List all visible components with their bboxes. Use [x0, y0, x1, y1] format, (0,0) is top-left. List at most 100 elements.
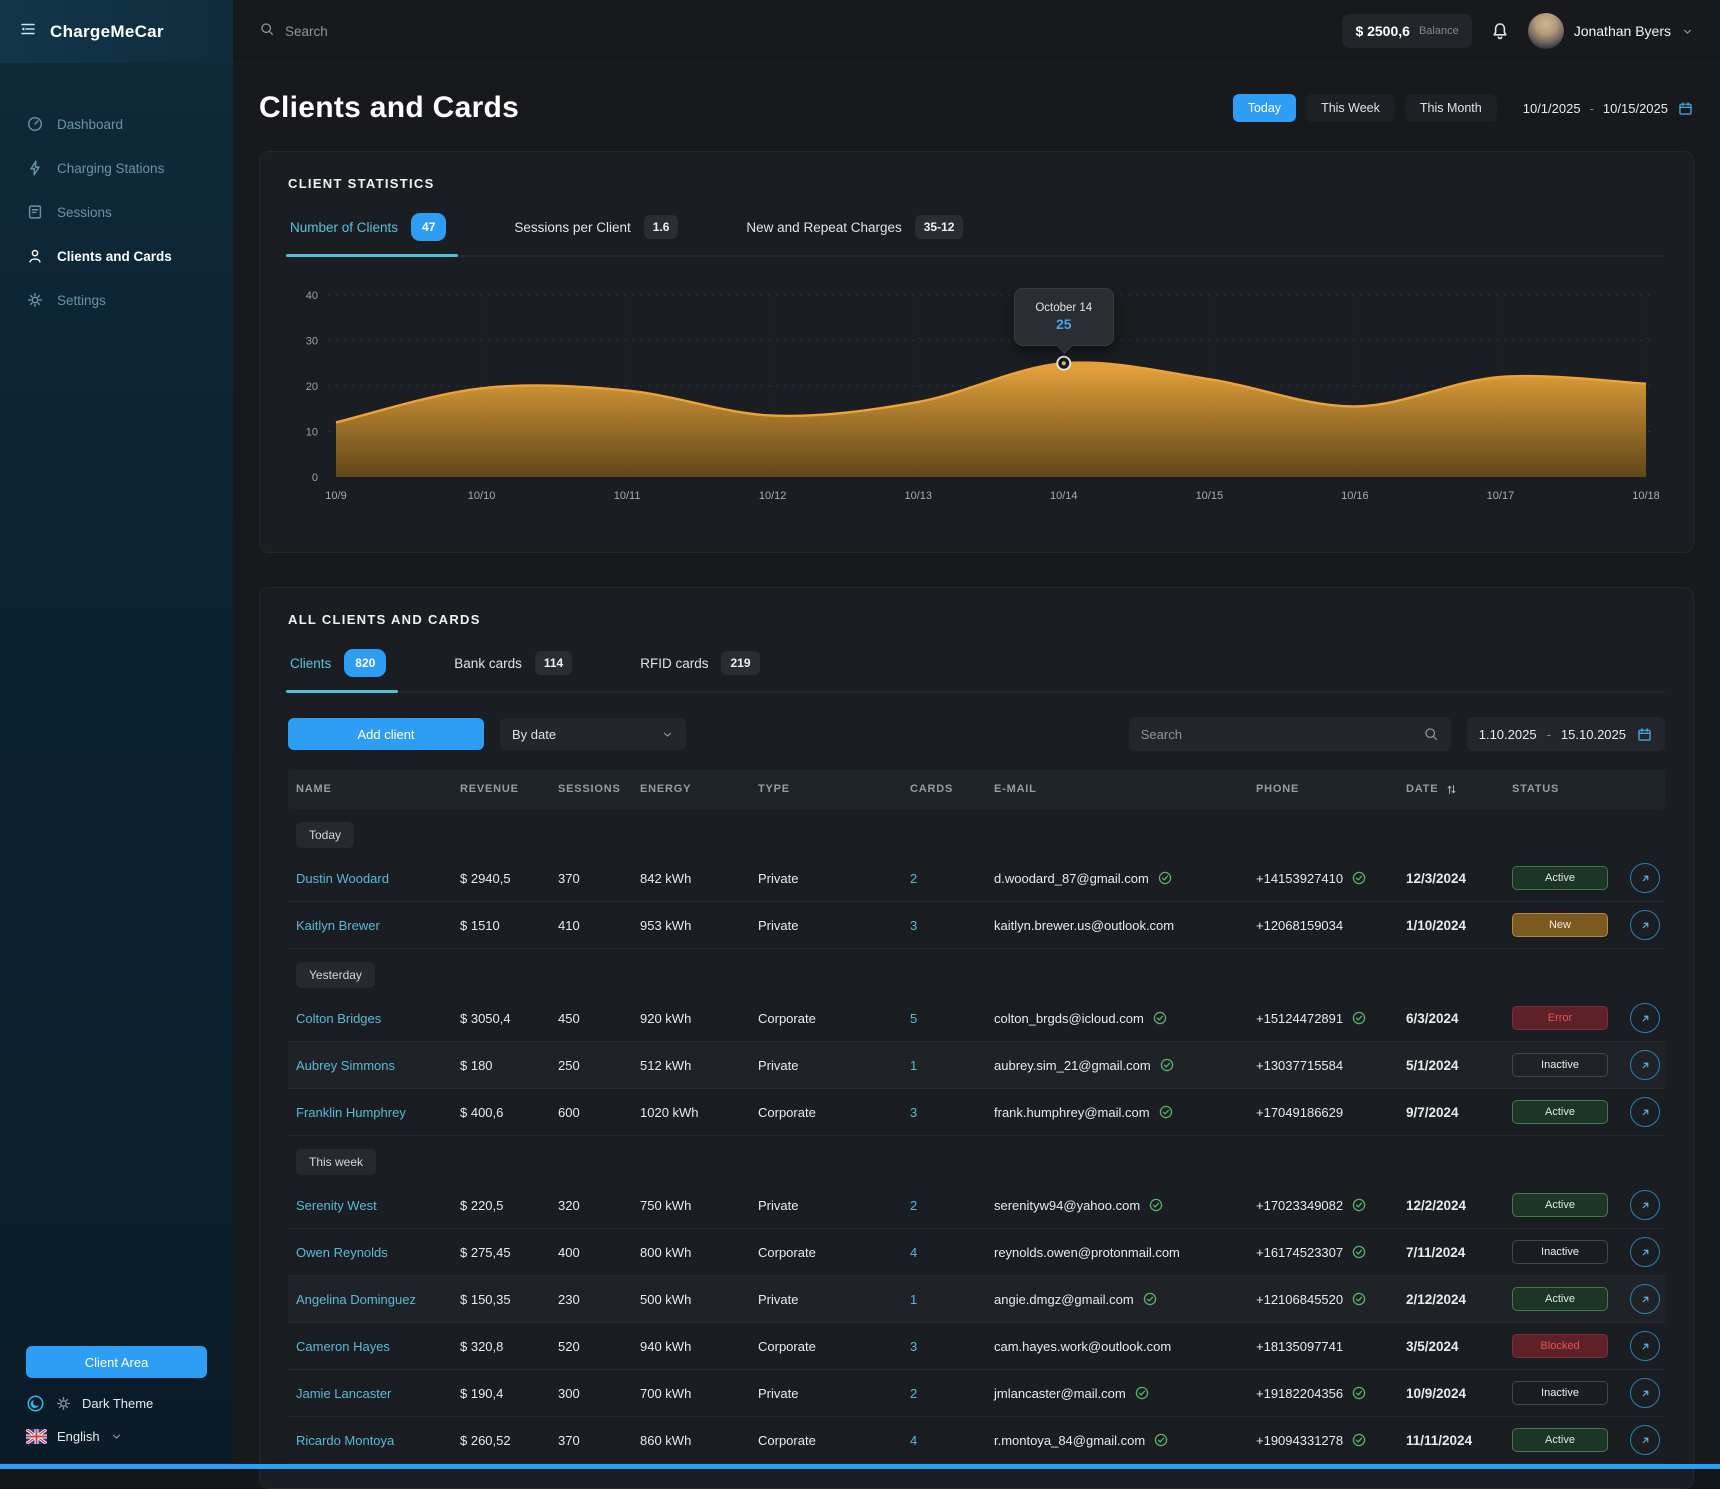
sidebar-item-sessions[interactable]: Sessions — [14, 193, 219, 231]
open-client-button[interactable] — [1630, 1425, 1660, 1455]
table-search — [1128, 717, 1451, 751]
open-client-button[interactable] — [1630, 863, 1660, 893]
cards-count-link[interactable]: 2 — [910, 870, 918, 886]
check-circle-icon — [1351, 1197, 1367, 1213]
column-header-label: CARDS — [910, 783, 954, 795]
sidebar-item-settings[interactable]: Settings — [14, 281, 219, 319]
date-cell: 10/9/2024 — [1406, 1385, 1467, 1401]
open-client-button[interactable] — [1630, 910, 1660, 940]
sidebar-item-clients-and-cards[interactable]: Clients and Cards — [14, 237, 219, 275]
svg-text:10/17: 10/17 — [1487, 490, 1515, 502]
client-name-link[interactable]: Angelina Dominguez — [296, 1291, 416, 1307]
period-chip-this-week[interactable]: This Week — [1306, 94, 1395, 122]
open-cell — [1630, 1190, 1675, 1220]
stats-tab-sessions-per-client[interactable]: Sessions per Client 1.6 — [512, 211, 680, 255]
period-controls: Today This Week This Month 10/1/2025 - 10/… — [1232, 94, 1694, 122]
open-client-button[interactable] — [1630, 1190, 1660, 1220]
revenue-cell: $ 150,35 — [460, 1291, 511, 1307]
hamburger-menu-icon[interactable] — [18, 19, 38, 44]
clients-tab-bank-cards[interactable]: Bank cards 114 — [452, 647, 574, 691]
status-cell: Active — [1512, 1193, 1630, 1217]
client-name-link[interactable]: Ricardo Montoya — [296, 1432, 395, 1448]
sessions-cell: 250 — [558, 1057, 580, 1073]
clients-tab-clients[interactable]: Clients 820 — [285, 647, 399, 693]
check-circle-icon — [1152, 1010, 1168, 1026]
sidebar-item-dashboard[interactable]: Dashboard — [14, 105, 219, 143]
open-client-button[interactable] — [1630, 1284, 1660, 1314]
clients-tab-rfid-cards[interactable]: RFID cards 219 — [638, 647, 761, 691]
open-client-button[interactable] — [1630, 1378, 1660, 1408]
sort-icon[interactable] — [1445, 783, 1458, 796]
sidebar-item-charging-stations[interactable]: Charging Stations — [14, 149, 219, 187]
svg-text:10/12: 10/12 — [759, 490, 787, 502]
calendar-icon[interactable] — [1677, 100, 1694, 117]
client-name-link[interactable]: Serenity West — [296, 1197, 377, 1213]
check-circle-icon — [1134, 1385, 1150, 1401]
global-search-input[interactable] — [285, 23, 705, 39]
cards-count-link[interactable]: 1 — [910, 1057, 918, 1073]
notifications-button[interactable] — [1490, 21, 1510, 41]
client-name-link[interactable]: Dustin Woodard — [296, 870, 389, 886]
revenue-cell: $ 275,45 — [460, 1244, 511, 1260]
stats-tab-new-and-repeat-charges[interactable]: New and Repeat Charges 35-12 — [744, 211, 965, 255]
date-cell: 7/11/2024 — [1406, 1244, 1466, 1260]
cards-count-link[interactable]: 4 — [910, 1432, 918, 1448]
email-cell: aubrey.sim_21@gmail.com — [994, 1057, 1256, 1073]
open-client-button[interactable] — [1630, 1237, 1660, 1267]
phone-text: +17023349082 — [1256, 1197, 1344, 1213]
user-menu[interactable]: Jonathan Byers — [1527, 13, 1694, 49]
open-cell — [1630, 1003, 1675, 1033]
date-cell: 11/11/2024 — [1406, 1432, 1473, 1448]
language-selector[interactable]: English — [26, 1429, 207, 1444]
phone-cell: +19182204356 — [1256, 1385, 1406, 1401]
open-client-button[interactable] — [1630, 1331, 1660, 1361]
client-name-link[interactable]: Cameron Hayes — [296, 1338, 390, 1354]
theme-toggle[interactable]: Dark Theme — [26, 1394, 207, 1413]
tab-label: Clients — [290, 655, 332, 671]
page-date-range[interactable]: 10/1/2025 - 10/15/2025 — [1523, 100, 1694, 117]
stats-tab-number-of-clients[interactable]: Number of Clients 47 — [285, 211, 459, 257]
tooltip-date: October 14 — [1035, 302, 1093, 315]
client-name-link[interactable]: Colton Bridges — [296, 1010, 382, 1026]
check-circle-icon — [1153, 1432, 1169, 1448]
date-cell: 12/2/2024 — [1406, 1197, 1467, 1213]
client-area-button[interactable]: Client Area — [26, 1346, 207, 1378]
open-client-button[interactable] — [1630, 1097, 1660, 1127]
cards-count-link[interactable]: 4 — [910, 1244, 918, 1260]
table-date-range[interactable]: 1.10.2025 - 15.10.2025 — [1466, 717, 1665, 751]
client-name-link[interactable]: Owen Reynolds — [296, 1244, 388, 1260]
search-icon[interactable] — [1423, 726, 1439, 742]
cards-count-link[interactable]: 1 — [910, 1291, 918, 1307]
cards-count-link[interactable]: 2 — [910, 1197, 918, 1213]
cards-count-link[interactable]: 3 — [910, 917, 918, 933]
svg-text:0: 0 — [312, 472, 318, 484]
add-client-button[interactable]: Add client — [288, 718, 484, 750]
sort-dropdown[interactable]: By date — [500, 718, 686, 750]
client-name-link[interactable]: Kaitlyn Brewer — [296, 917, 380, 933]
client-name-link[interactable]: Jamie Lancaster — [296, 1385, 392, 1401]
sessions-icon — [26, 203, 44, 221]
calendar-icon[interactable] — [1636, 726, 1653, 743]
status-badge: Active — [1512, 1100, 1608, 1124]
sidebar-nav: Dashboard Charging Stations Sessions Client… — [0, 105, 233, 319]
table-row: Ricardo Montoya $ 260,52 370 860 kWh Corpora… — [288, 1417, 1665, 1464]
open-client-button[interactable] — [1630, 1050, 1660, 1080]
phone-text: +12068159034 — [1256, 917, 1344, 933]
status-badge: Active — [1512, 1193, 1608, 1217]
client-name-link[interactable]: Aubrey Simmons — [296, 1057, 395, 1073]
table-search-input[interactable] — [1140, 726, 1415, 742]
topbar: $ 2500,6 Balance Jonathan Byers — [233, 0, 1720, 63]
status-badge: Blocked — [1512, 1334, 1608, 1358]
client-name-link[interactable]: Franklin Humphrey — [296, 1104, 406, 1120]
open-client-button[interactable] — [1630, 1003, 1660, 1033]
cards-count-link[interactable]: 3 — [910, 1338, 918, 1354]
group-row: Yesterday — [288, 949, 1665, 995]
cards-count-link[interactable]: 3 — [910, 1104, 918, 1120]
cards-count-link[interactable]: 2 — [910, 1385, 918, 1401]
email-cell: angie.dmgz@gmail.com — [994, 1291, 1256, 1307]
cards-count-link[interactable]: 5 — [910, 1010, 918, 1026]
period-chip-today[interactable]: Today — [1232, 94, 1297, 122]
type-cell: Corporate — [758, 1010, 816, 1026]
period-chip-this-month[interactable]: This Month — [1404, 94, 1497, 122]
